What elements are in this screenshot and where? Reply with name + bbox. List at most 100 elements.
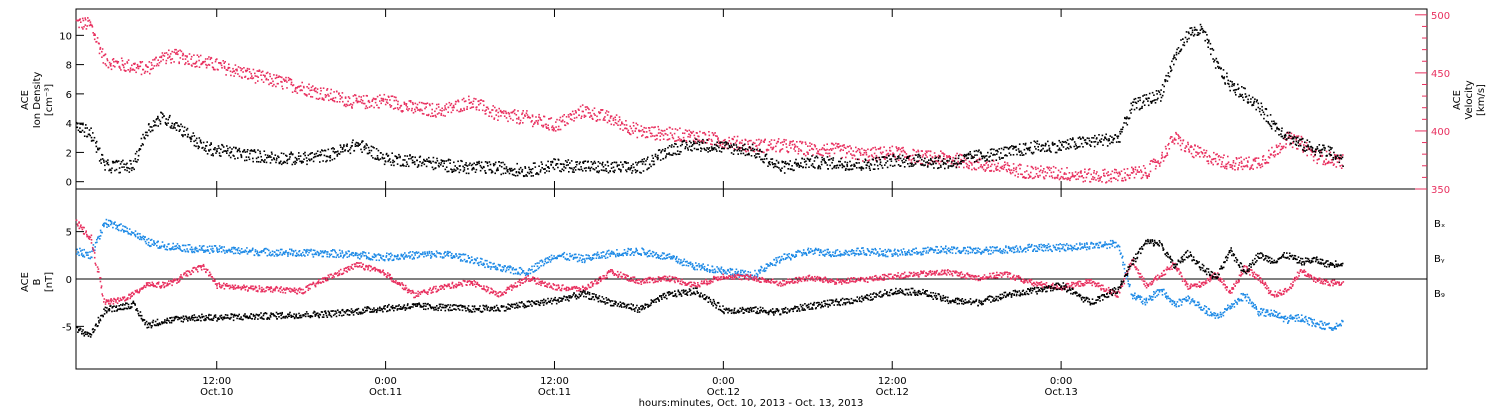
data-point [526,273,528,275]
data-point [653,135,656,137]
data-point [857,148,860,150]
data-point [859,152,862,155]
data-point [785,139,787,141]
data-point [541,163,543,165]
data-point [441,110,443,112]
data-point [455,100,457,103]
data-point [495,110,497,112]
data-point [430,115,432,118]
data-point [672,152,675,155]
data-point [1093,141,1095,143]
data-point [1008,168,1010,170]
data-point [889,158,891,161]
data-point [625,120,627,122]
data-point [912,158,914,160]
data-point [414,254,416,256]
data-point [357,100,360,103]
data-point [739,141,741,144]
data-point [1166,80,1169,82]
data-point [707,151,709,153]
data-point [1339,165,1341,167]
data-point [641,135,643,137]
data-point [1045,174,1047,177]
data-point [807,153,809,155]
data-point [618,116,621,118]
data-point [486,162,489,165]
data-point [587,112,590,114]
data-point [83,26,85,28]
data-point [909,162,912,165]
data-point [312,156,315,159]
data-point [1184,150,1187,153]
data-point [1122,180,1124,182]
data-point [548,167,550,169]
data-point [368,257,370,259]
data-point [128,171,131,173]
data-point [491,171,494,173]
data-point [561,168,564,170]
data-point [228,248,230,251]
data-point [361,102,363,104]
data-point [280,152,283,154]
data-point [1149,160,1152,162]
data-point [190,246,193,248]
data-point [1256,166,1258,169]
data-point [497,169,499,171]
data-point [418,108,420,111]
data-point [488,115,490,117]
data-point [856,162,858,164]
data-point [163,246,165,248]
data-point [1292,137,1295,140]
data-point [169,55,171,58]
data-point [493,117,496,119]
data-point [817,152,820,155]
data-point [366,95,368,97]
data-point [341,252,344,254]
data-point [602,166,605,168]
data-point [932,160,934,163]
data-point [564,124,567,127]
data-point [529,117,531,119]
data-point [352,101,355,104]
data-point [363,251,365,253]
data-point [1177,137,1180,140]
data-point [1234,91,1236,94]
data-point [566,253,568,256]
data-point [481,258,483,260]
data-point [990,152,992,155]
data-point [113,61,115,63]
data-point [995,168,997,170]
data-point [937,159,940,162]
data-point [349,147,352,149]
data-point [1099,179,1101,181]
data-point [282,78,285,80]
data-point [416,252,419,254]
data-point [343,144,345,146]
data-point [326,159,328,162]
data-point [1082,180,1085,183]
data-point [713,143,716,146]
data-point [586,257,588,260]
data-point [832,159,834,161]
data-point [127,59,130,61]
data-point [567,258,569,260]
data-point [488,168,491,171]
data-point [397,108,400,111]
data-point [671,136,674,139]
data-point [1086,142,1089,145]
data-point [194,246,197,249]
data-point [359,258,361,260]
data-point [323,252,326,254]
data-point [1323,144,1325,147]
data-point [252,247,254,250]
data-point [1042,144,1045,147]
data-point [601,164,604,166]
data-point [536,121,539,124]
data-point [987,166,990,169]
data-point [512,110,515,112]
data-point [588,166,590,169]
data-point [147,134,149,137]
data-point [452,256,454,258]
data-point [280,80,282,83]
data-point [543,263,546,265]
